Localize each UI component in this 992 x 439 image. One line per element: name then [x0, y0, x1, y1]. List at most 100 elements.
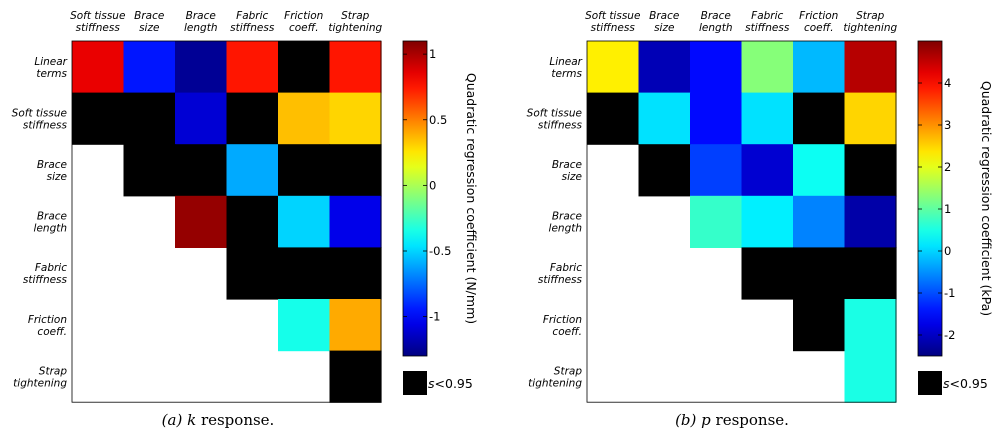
heatmap-cell-r2-c4 [278, 144, 331, 197]
heatmap-cell-r1-c5 [844, 92, 897, 145]
colorbar-tick-label: -1 [429, 310, 440, 324]
colorbar [402, 40, 428, 357]
colorbar-tick-label: 2 [944, 160, 951, 174]
heatmap-cell-r1-c1 [123, 92, 176, 145]
heatmap-cell-r4-c3 [226, 247, 279, 300]
row-label: Friction coeff. [543, 314, 582, 338]
colorbar-tick-label: 1 [429, 47, 436, 61]
row-label: Linear terms [549, 56, 582, 80]
heatmap-cell-r4-c5 [329, 247, 382, 300]
heatmap-cell-r3-c3 [226, 195, 279, 248]
legend-swatch [918, 371, 942, 395]
colorbar-tick-label: 0 [429, 178, 436, 192]
colorbar-tick-label: 1 [944, 202, 951, 216]
heatmap-cell-r2-c4 [793, 144, 846, 197]
column-label: Strap tightening [843, 10, 897, 34]
panel-b: Soft tissue stiffness Brace size Brace length… [527, 10, 992, 429]
heatmap-cell-r1-c0 [72, 92, 125, 145]
colorbar-tick-label: -2 [944, 328, 955, 342]
row-label: Strap tightening [13, 365, 67, 389]
heatmap-cell-r3-c5 [329, 195, 382, 248]
row-label: Fabric stiffness [538, 262, 583, 286]
column-label: Brace length [184, 10, 217, 34]
heatmap-cell-r5-c5 [329, 299, 382, 352]
colorbar-tick-label: 4 [944, 76, 951, 90]
colorbar-tick-label: 0 [944, 244, 951, 258]
heatmap-cell-r0-c5 [329, 41, 382, 94]
row-label: Linear terms [34, 56, 67, 80]
plot-frame [71, 40, 382, 403]
heatmap-cell-r6-c5 [329, 350, 382, 403]
row-label: Soft tissue stiffness [12, 107, 68, 131]
heatmap-cell-r1-c1 [638, 92, 691, 145]
heatmap-cell-r0-c0 [587, 41, 640, 94]
column-label: Friction coeff. [799, 10, 838, 34]
heatmap-cell-r0-c4 [793, 41, 846, 94]
heatmap-cell-r5-c4 [278, 299, 331, 352]
row-label: Friction coeff. [28, 314, 67, 338]
heatmap-cell-r5-c4 [793, 299, 846, 352]
colorbar-tick-label: 0.5 [429, 113, 447, 127]
heatmap-cell-r0-c1 [638, 41, 691, 94]
heatmap-cell-r1-c2 [690, 92, 743, 145]
heatmap-cell-r2-c1 [638, 144, 691, 197]
plot-frame [586, 40, 897, 403]
heatmap-cell-r1-c4 [278, 92, 331, 145]
heatmap-cell-r3-c3 [741, 195, 794, 248]
panel-caption: (a) k response. [162, 411, 275, 429]
heatmap-cell-r0-c3 [226, 41, 279, 94]
heatmap-cell-r0-c1 [123, 41, 176, 94]
legend-swatch [403, 371, 427, 395]
column-label: Fabric stiffness [230, 10, 275, 34]
heatmap-cell-r1-c3 [741, 92, 794, 145]
heatmap-cell-r2-c1 [123, 144, 176, 197]
heatmap-cell-r0-c4 [278, 41, 331, 94]
row-label: Strap tightening [528, 365, 582, 389]
colorbar-label: Quadratic regression coefficient (kPa) [979, 81, 992, 316]
heatmap-cell-r4-c4 [793, 247, 846, 300]
heatmap-cell-r2-c3 [226, 144, 279, 197]
heatmap-cell-r2-c3 [741, 144, 794, 197]
heatmap-cell-r0-c2 [175, 41, 228, 94]
column-label: Soft tissue stiffness [585, 10, 640, 34]
column-label: Brace length [699, 10, 732, 34]
column-label: Soft tissue stiffness [70, 10, 125, 34]
row-label: Soft tissue stiffness [527, 107, 583, 131]
column-label: Brace size [649, 10, 679, 34]
row-label: Brace length [34, 211, 67, 235]
column-label: Friction coeff. [284, 10, 323, 34]
heatmap-cell-r3-c4 [278, 195, 331, 248]
heatmap-cell-r0-c2 [690, 41, 743, 94]
heatmap-cell-r1-c4 [793, 92, 846, 145]
colorbar-tick-label: -0.5 [429, 244, 451, 258]
heatmap-cell-r1-c0 [587, 92, 640, 145]
heatmap-cell-r1-c3 [226, 92, 279, 145]
row-label: Brace size [37, 159, 67, 183]
heatmap-cell-r3-c2 [175, 195, 228, 248]
column-label: Fabric stiffness [745, 10, 790, 34]
heatmap-cell-r6-c5 [844, 350, 897, 403]
legend-label: s<0.95 [943, 376, 988, 391]
column-label: Brace size [134, 10, 164, 34]
colorbar [917, 40, 943, 357]
heatmap-cell-r0-c0 [72, 41, 125, 94]
heatmap-cell-r3-c2 [690, 195, 743, 248]
heatmap-cell-r4-c3 [741, 247, 794, 300]
heatmap-cell-r5-c5 [844, 299, 897, 352]
heatmap-cell-r2-c5 [329, 144, 382, 197]
colorbar-label: Quadratic regression coefficient (N/mm) [464, 73, 479, 324]
heatmap-cell-r3-c4 [793, 195, 846, 248]
heatmap-cell-r2-c5 [844, 144, 897, 197]
column-label: Strap tightening [328, 10, 382, 34]
row-label: Brace length [549, 211, 582, 235]
colorbar-tick-label: -1 [944, 286, 955, 300]
row-label: Brace size [552, 159, 582, 183]
heatmap-cell-r0-c3 [741, 41, 794, 94]
heatmap-cell-r3-c5 [844, 195, 897, 248]
colorbar-tick-label: 3 [944, 118, 951, 132]
heatmap-cell-r1-c5 [329, 92, 382, 145]
heatmap-cell-r0-c5 [844, 41, 897, 94]
heatmap-cell-r4-c4 [278, 247, 331, 300]
row-label: Fabric stiffness [23, 262, 68, 286]
